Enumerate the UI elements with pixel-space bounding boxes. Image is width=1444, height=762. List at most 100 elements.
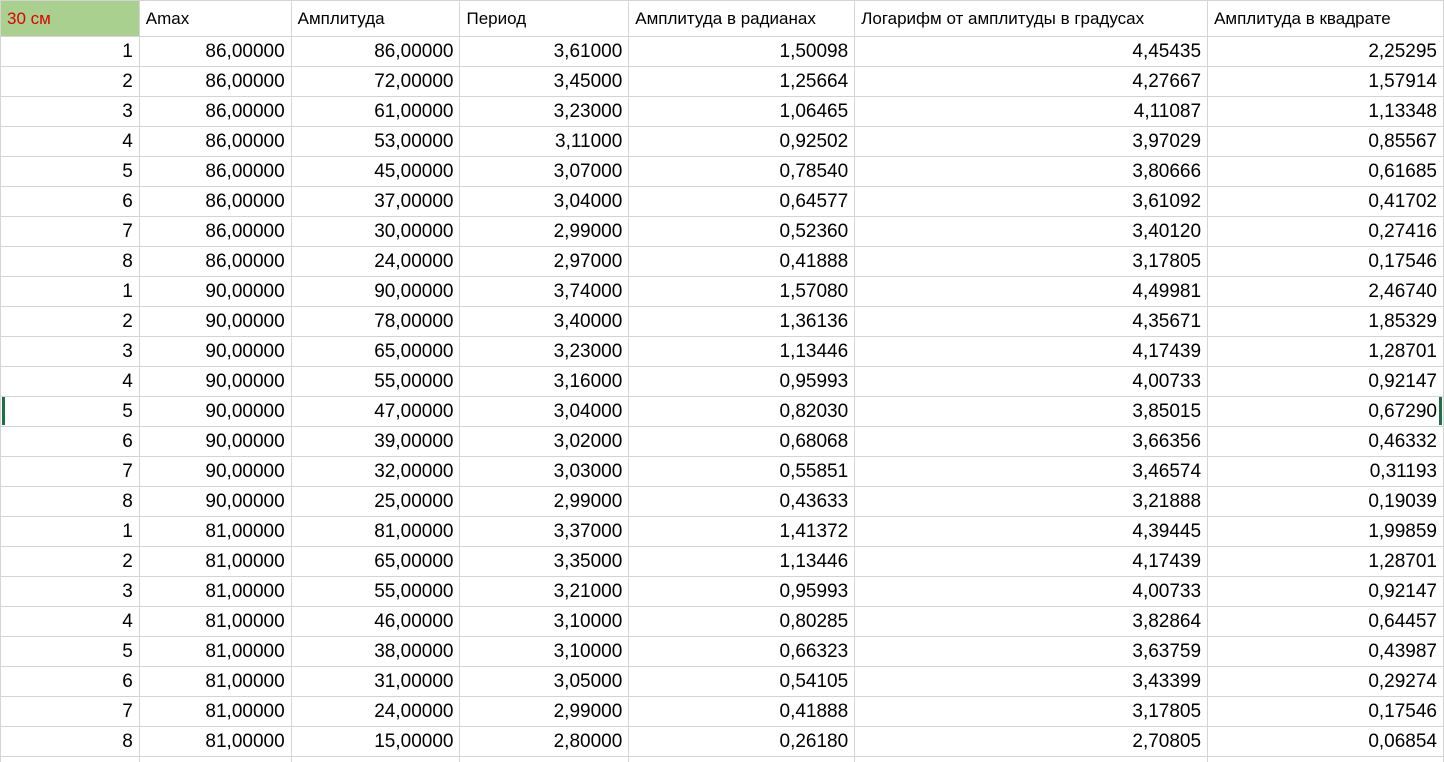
cell-log-amplitude-degrees[interactable]: 4,45435 bbox=[854, 36, 1209, 67]
cell-amplitude-squared[interactable]: 0,19039 bbox=[1207, 486, 1444, 517]
cell-period[interactable]: 2,97000 bbox=[459, 246, 630, 277]
cell-amplitude[interactable]: 15,00000 bbox=[290, 726, 461, 757]
cell-corner-30cm[interactable]: 30 см bbox=[0, 0, 140, 37]
cell-amax[interactable]: 90,00000 bbox=[138, 426, 292, 457]
cell-period[interactable]: 2,80000 bbox=[459, 726, 630, 757]
cell-amax[interactable]: 81,00000 bbox=[138, 636, 292, 667]
cell-amplitude-radians[interactable]: 0,92502 bbox=[628, 126, 856, 157]
cell-amplitude-squared[interactable] bbox=[1207, 756, 1444, 762]
cell-amplitude[interactable]: 78,00000 bbox=[290, 306, 461, 337]
cell-amplitude[interactable]: 61,00000 bbox=[290, 96, 461, 127]
cell-log-amplitude-degrees[interactable]: 4,17439 bbox=[854, 546, 1209, 577]
cell-amplitude[interactable]: 55,00000 bbox=[290, 366, 461, 397]
cell-amplitude-squared[interactable]: 0,92147 bbox=[1207, 576, 1444, 607]
cell-index[interactable]: 8 bbox=[0, 726, 140, 757]
cell-amplitude[interactable]: 72,00000 bbox=[290, 66, 461, 97]
cell-amax[interactable]: 90,00000 bbox=[138, 366, 292, 397]
cell-log-amplitude-degrees[interactable]: 3,80666 bbox=[854, 156, 1209, 187]
cell-amplitude[interactable]: 65,00000 bbox=[290, 336, 461, 367]
cell-period[interactable]: 3,03000 bbox=[459, 456, 630, 487]
cell-amplitude-squared[interactable]: 0,31193 bbox=[1207, 456, 1444, 487]
cell-period[interactable]: 3,35000 bbox=[459, 546, 630, 577]
cell-amax[interactable]: 90,00000 bbox=[138, 486, 292, 517]
cell-log-amplitude-degrees[interactable]: 3,21888 bbox=[854, 486, 1209, 517]
cell-amplitude-squared[interactable]: 0,27416 bbox=[1207, 216, 1444, 247]
cell-amplitude[interactable]: 45,00000 bbox=[290, 156, 461, 187]
cell-log-amplitude-degrees[interactable]: 4,11087 bbox=[854, 96, 1209, 127]
cell-amplitude-squared[interactable]: 1,28701 bbox=[1207, 546, 1444, 577]
cell-period[interactable]: 3,40000 bbox=[459, 306, 630, 337]
cell-amax[interactable]: 90,00000 bbox=[138, 336, 292, 367]
cell-period[interactable]: 2,99000 bbox=[459, 696, 630, 727]
cell-period[interactable]: 3,23000 bbox=[459, 96, 630, 127]
cell-amplitude-squared[interactable]: 2,25295 bbox=[1207, 36, 1444, 67]
header-amax[interactable]: Amax bbox=[138, 0, 292, 37]
cell-period[interactable]: 3,07000 bbox=[459, 156, 630, 187]
cell-log-amplitude-degrees[interactable]: 3,61092 bbox=[854, 186, 1209, 217]
cell-amplitude[interactable]: 65,00000 bbox=[290, 546, 461, 577]
cell-amplitude-radians[interactable]: 0,64577 bbox=[628, 186, 856, 217]
cell-amplitude-radians[interactable]: 0,41888 bbox=[628, 246, 856, 277]
cell-log-amplitude-degrees[interactable] bbox=[854, 756, 1209, 762]
cell-amplitude-squared[interactable]: 0,61685 bbox=[1207, 156, 1444, 187]
cell-amplitude[interactable]: 90,00000 bbox=[290, 276, 461, 307]
cell-log-amplitude-degrees[interactable]: 3,85015 bbox=[854, 396, 1209, 427]
cell-period[interactable]: 3,10000 bbox=[459, 606, 630, 637]
header-amplitude[interactable]: Амплитуда bbox=[290, 0, 461, 37]
cell-amplitude[interactable]: 39,00000 bbox=[290, 426, 461, 457]
cell-amax[interactable]: 81,00000 bbox=[138, 726, 292, 757]
cell-amax[interactable]: 86,00000 bbox=[138, 186, 292, 217]
cell-amplitude-radians[interactable]: 0,41888 bbox=[628, 696, 856, 727]
cell-index[interactable]: 5 bbox=[0, 156, 140, 187]
cell-amax[interactable] bbox=[138, 756, 292, 762]
cell-amplitude[interactable]: 30,00000 bbox=[290, 216, 461, 247]
cell-amplitude-radians[interactable]: 1,50098 bbox=[628, 36, 856, 67]
cell-index[interactable]: 8 bbox=[0, 486, 140, 517]
cell-period[interactable]: 3,16000 bbox=[459, 366, 630, 397]
cell-log-amplitude-degrees[interactable]: 4,00733 bbox=[854, 576, 1209, 607]
cell-amplitude-squared[interactable]: 0,67290 bbox=[1207, 396, 1444, 427]
cell-period[interactable]: 3,61000 bbox=[459, 36, 630, 67]
cell-log-amplitude-degrees[interactable]: 3,97029 bbox=[854, 126, 1209, 157]
cell-index[interactable]: 1 bbox=[0, 516, 140, 547]
cell-index[interactable]: 8 bbox=[0, 246, 140, 277]
cell-log-amplitude-degrees[interactable]: 3,40120 bbox=[854, 216, 1209, 247]
cell-log-amplitude-degrees[interactable]: 3,17805 bbox=[854, 246, 1209, 277]
cell-period[interactable] bbox=[459, 756, 630, 762]
cell-index[interactable]: 1 bbox=[0, 36, 140, 67]
cell-amplitude-radians[interactable]: 0,95993 bbox=[628, 366, 856, 397]
cell-amax[interactable]: 90,00000 bbox=[138, 306, 292, 337]
header-period[interactable]: Период bbox=[459, 0, 630, 37]
cell-amplitude[interactable]: 37,00000 bbox=[290, 186, 461, 217]
cell-index[interactable]: 2 bbox=[0, 306, 140, 337]
cell-amplitude-radians[interactable]: 0,68068 bbox=[628, 426, 856, 457]
cell-amplitude-squared[interactable]: 1,28701 bbox=[1207, 336, 1444, 367]
cell-amplitude[interactable]: 38,00000 bbox=[290, 636, 461, 667]
cell-amplitude-squared[interactable]: 1,57914 bbox=[1207, 66, 1444, 97]
cell-amplitude[interactable]: 47,00000 bbox=[290, 396, 461, 427]
cell-period[interactable]: 3,11000 bbox=[459, 126, 630, 157]
cell-index[interactable]: 3 bbox=[0, 576, 140, 607]
cell-index[interactable]: 6 bbox=[0, 186, 140, 217]
cell-index[interactable]: 6 bbox=[0, 666, 140, 697]
cell-amplitude-radians[interactable] bbox=[628, 756, 856, 762]
cell-amplitude-squared[interactable]: 1,13348 bbox=[1207, 96, 1444, 127]
cell-amplitude-squared[interactable]: 0,06854 bbox=[1207, 726, 1444, 757]
cell-amax[interactable]: 81,00000 bbox=[138, 546, 292, 577]
cell-log-amplitude-degrees[interactable]: 3,43399 bbox=[854, 666, 1209, 697]
cell-amplitude-radians[interactable]: 1,57080 bbox=[628, 276, 856, 307]
cell-amplitude[interactable]: 25,00000 bbox=[290, 486, 461, 517]
cell-index[interactable]: 7 bbox=[0, 696, 140, 727]
cell-amax[interactable]: 86,00000 bbox=[138, 216, 292, 247]
cell-amplitude-radians[interactable]: 0,78540 bbox=[628, 156, 856, 187]
cell-amax[interactable]: 86,00000 bbox=[138, 96, 292, 127]
cell-log-amplitude-degrees[interactable]: 4,35671 bbox=[854, 306, 1209, 337]
cell-amplitude-radians[interactable]: 0,95993 bbox=[628, 576, 856, 607]
cell-amax[interactable]: 86,00000 bbox=[138, 156, 292, 187]
cell-log-amplitude-degrees[interactable]: 3,66356 bbox=[854, 426, 1209, 457]
cell-amplitude-radians[interactable]: 0,54105 bbox=[628, 666, 856, 697]
cell-log-amplitude-degrees[interactable]: 4,00733 bbox=[854, 366, 1209, 397]
cell-period[interactable]: 3,02000 bbox=[459, 426, 630, 457]
cell-amplitude-radians[interactable]: 1,36136 bbox=[628, 306, 856, 337]
cell-index[interactable]: 2 bbox=[0, 546, 140, 577]
